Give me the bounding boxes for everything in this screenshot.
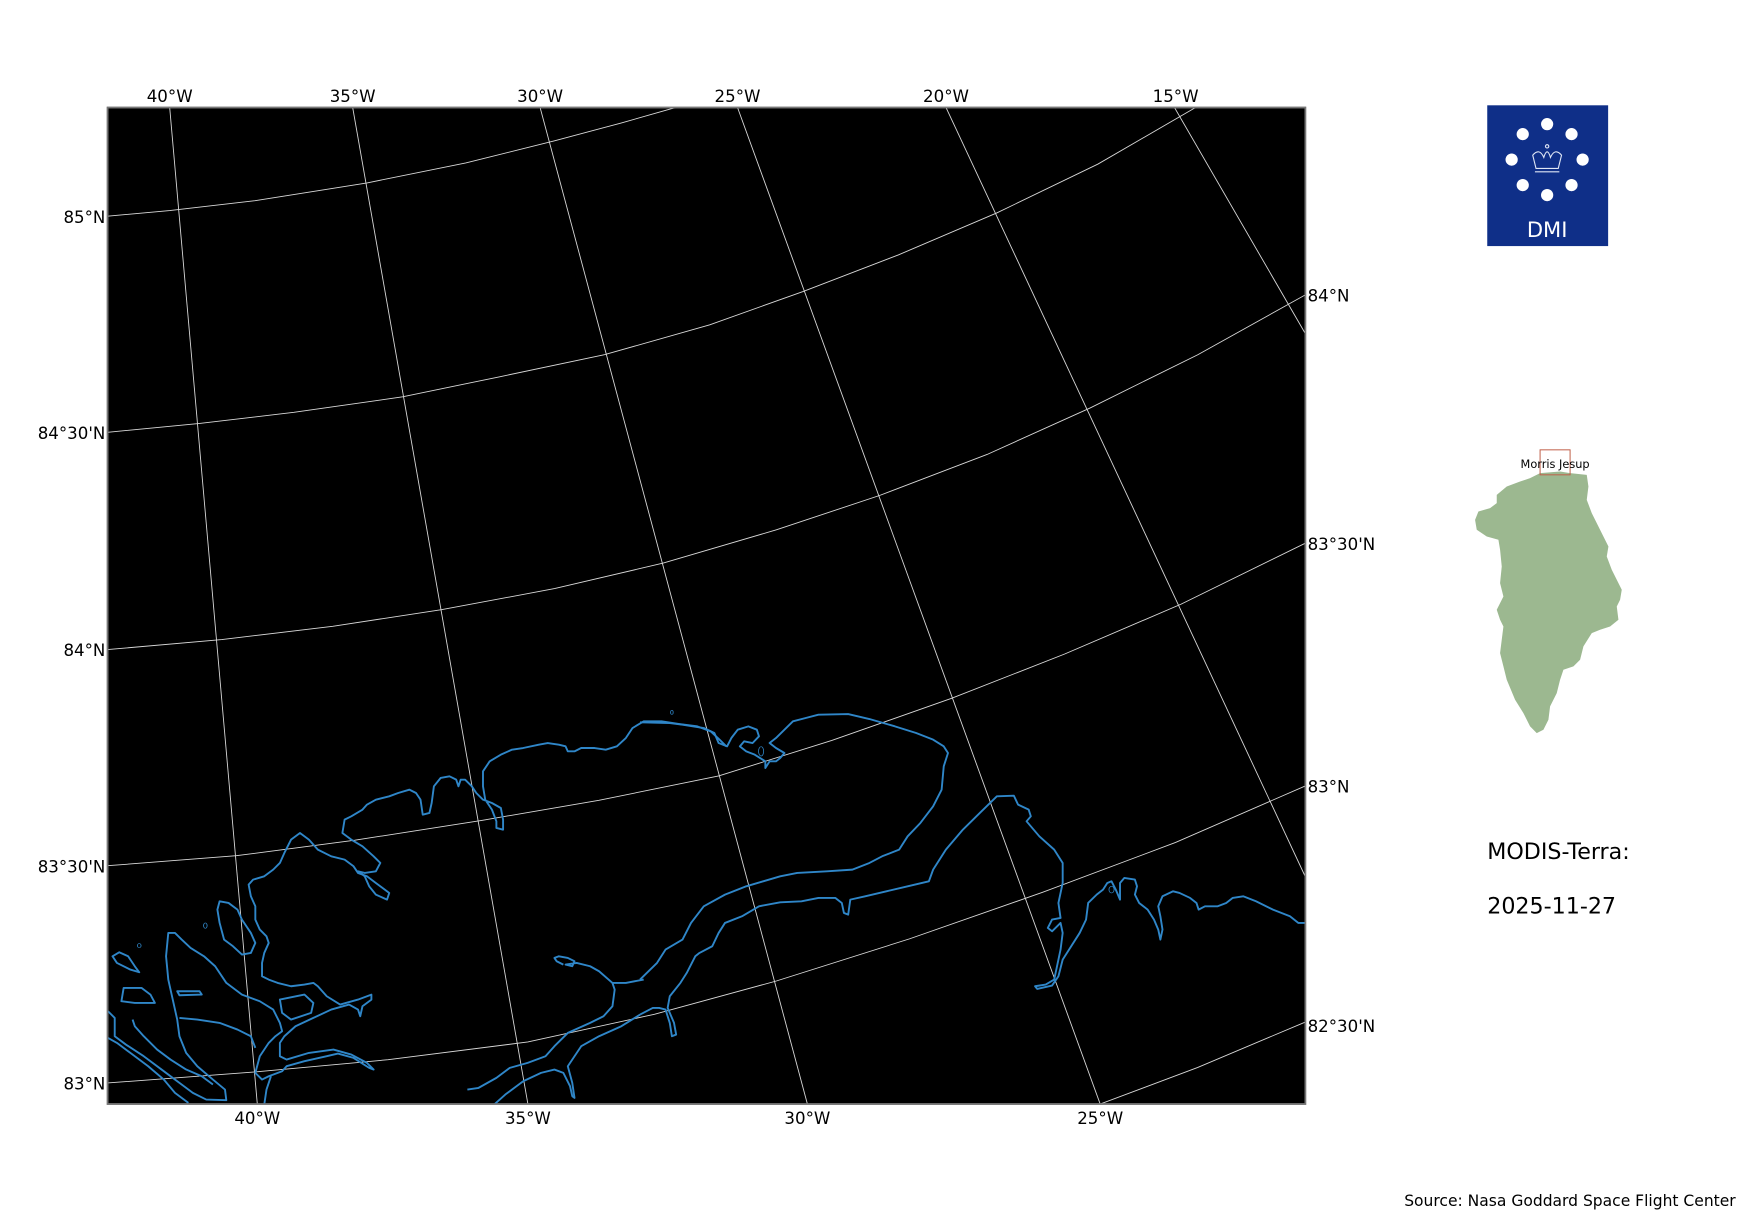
top-lon-label: 40°W <box>147 87 193 106</box>
map-panel <box>106 106 1307 1105</box>
logo-text: DMI <box>1527 217 1568 242</box>
parallel-82-30n <box>1100 1021 1306 1105</box>
top-lon-label: 25°W <box>715 87 761 106</box>
bottom-lon-label: 40°W <box>234 1109 280 1128</box>
top-longitude-labels: 40°W 35°W 30°W 25°W 20°W 15°W <box>147 87 1199 106</box>
left-lat-label: 85°N <box>63 208 105 227</box>
logo-dots-icon <box>1505 118 1589 202</box>
meridian-20w <box>945 107 1306 877</box>
region-box <box>1539 449 1571 476</box>
greenland-inset: Morris Jesup <box>1475 449 1622 734</box>
map-background <box>106 106 1307 1105</box>
parallels <box>107 107 1306 1105</box>
right-lat-label: 84°N <box>1308 287 1350 306</box>
left-lat-label: 83°30'N <box>38 857 106 876</box>
bottom-lon-label: 25°W <box>1077 1109 1123 1128</box>
dmi-logo: DMI <box>1487 105 1609 247</box>
source-credit: Source: Nasa Goddard Space Flight Center <box>1404 1192 1736 1210</box>
date-label: 2025-11-27 <box>1487 893 1616 919</box>
bottom-lon-label: 30°W <box>784 1109 830 1128</box>
top-lon-label: 30°W <box>517 87 563 106</box>
left-latitude-labels: 85°N 84°30'N 84°N 83°30'N 83°N <box>38 208 106 1094</box>
right-lat-label: 82°30'N <box>1308 1017 1376 1036</box>
sensor-label: MODIS-Terra: <box>1487 839 1629 865</box>
top-lon-label: 20°W <box>923 87 969 106</box>
parallel-84-30n <box>107 107 1196 433</box>
inset-label: Morris Jesup <box>1521 457 1590 471</box>
parallel-84n <box>107 294 1306 651</box>
top-lon-label: 15°W <box>1153 87 1199 106</box>
bottom-lon-label: 35°W <box>505 1109 551 1128</box>
coastline-east <box>640 710 1306 1036</box>
meridians <box>169 107 1306 1105</box>
left-lat-label: 84°30'N <box>38 424 106 443</box>
parallel-83-30n <box>107 542 1306 867</box>
greenland-shape <box>1475 471 1622 734</box>
right-lat-label: 83°N <box>1308 778 1350 797</box>
meridian-35w <box>352 107 529 1105</box>
coastline-west <box>108 721 726 1104</box>
meridian-30w <box>539 107 808 1105</box>
top-lon-label: 35°W <box>330 87 376 106</box>
left-lat-label: 83°N <box>63 1075 105 1094</box>
bottom-longitude-labels: 40°W 35°W 30°W 25°W <box>234 1109 1123 1128</box>
right-latitude-labels: 84°N 83°30'N 83°N 82°30'N <box>1308 287 1376 1036</box>
right-lat-label: 83°30'N <box>1308 535 1376 554</box>
meridian-25w <box>737 107 1101 1105</box>
parallel-83n <box>107 785 1306 1084</box>
crown-icon <box>1532 144 1563 173</box>
parallel-85n <box>107 107 676 217</box>
left-lat-label: 84°N <box>63 641 105 660</box>
meridian-40w <box>169 107 258 1105</box>
meridian-15w <box>1174 107 1306 334</box>
map-frame <box>106 106 1307 1105</box>
